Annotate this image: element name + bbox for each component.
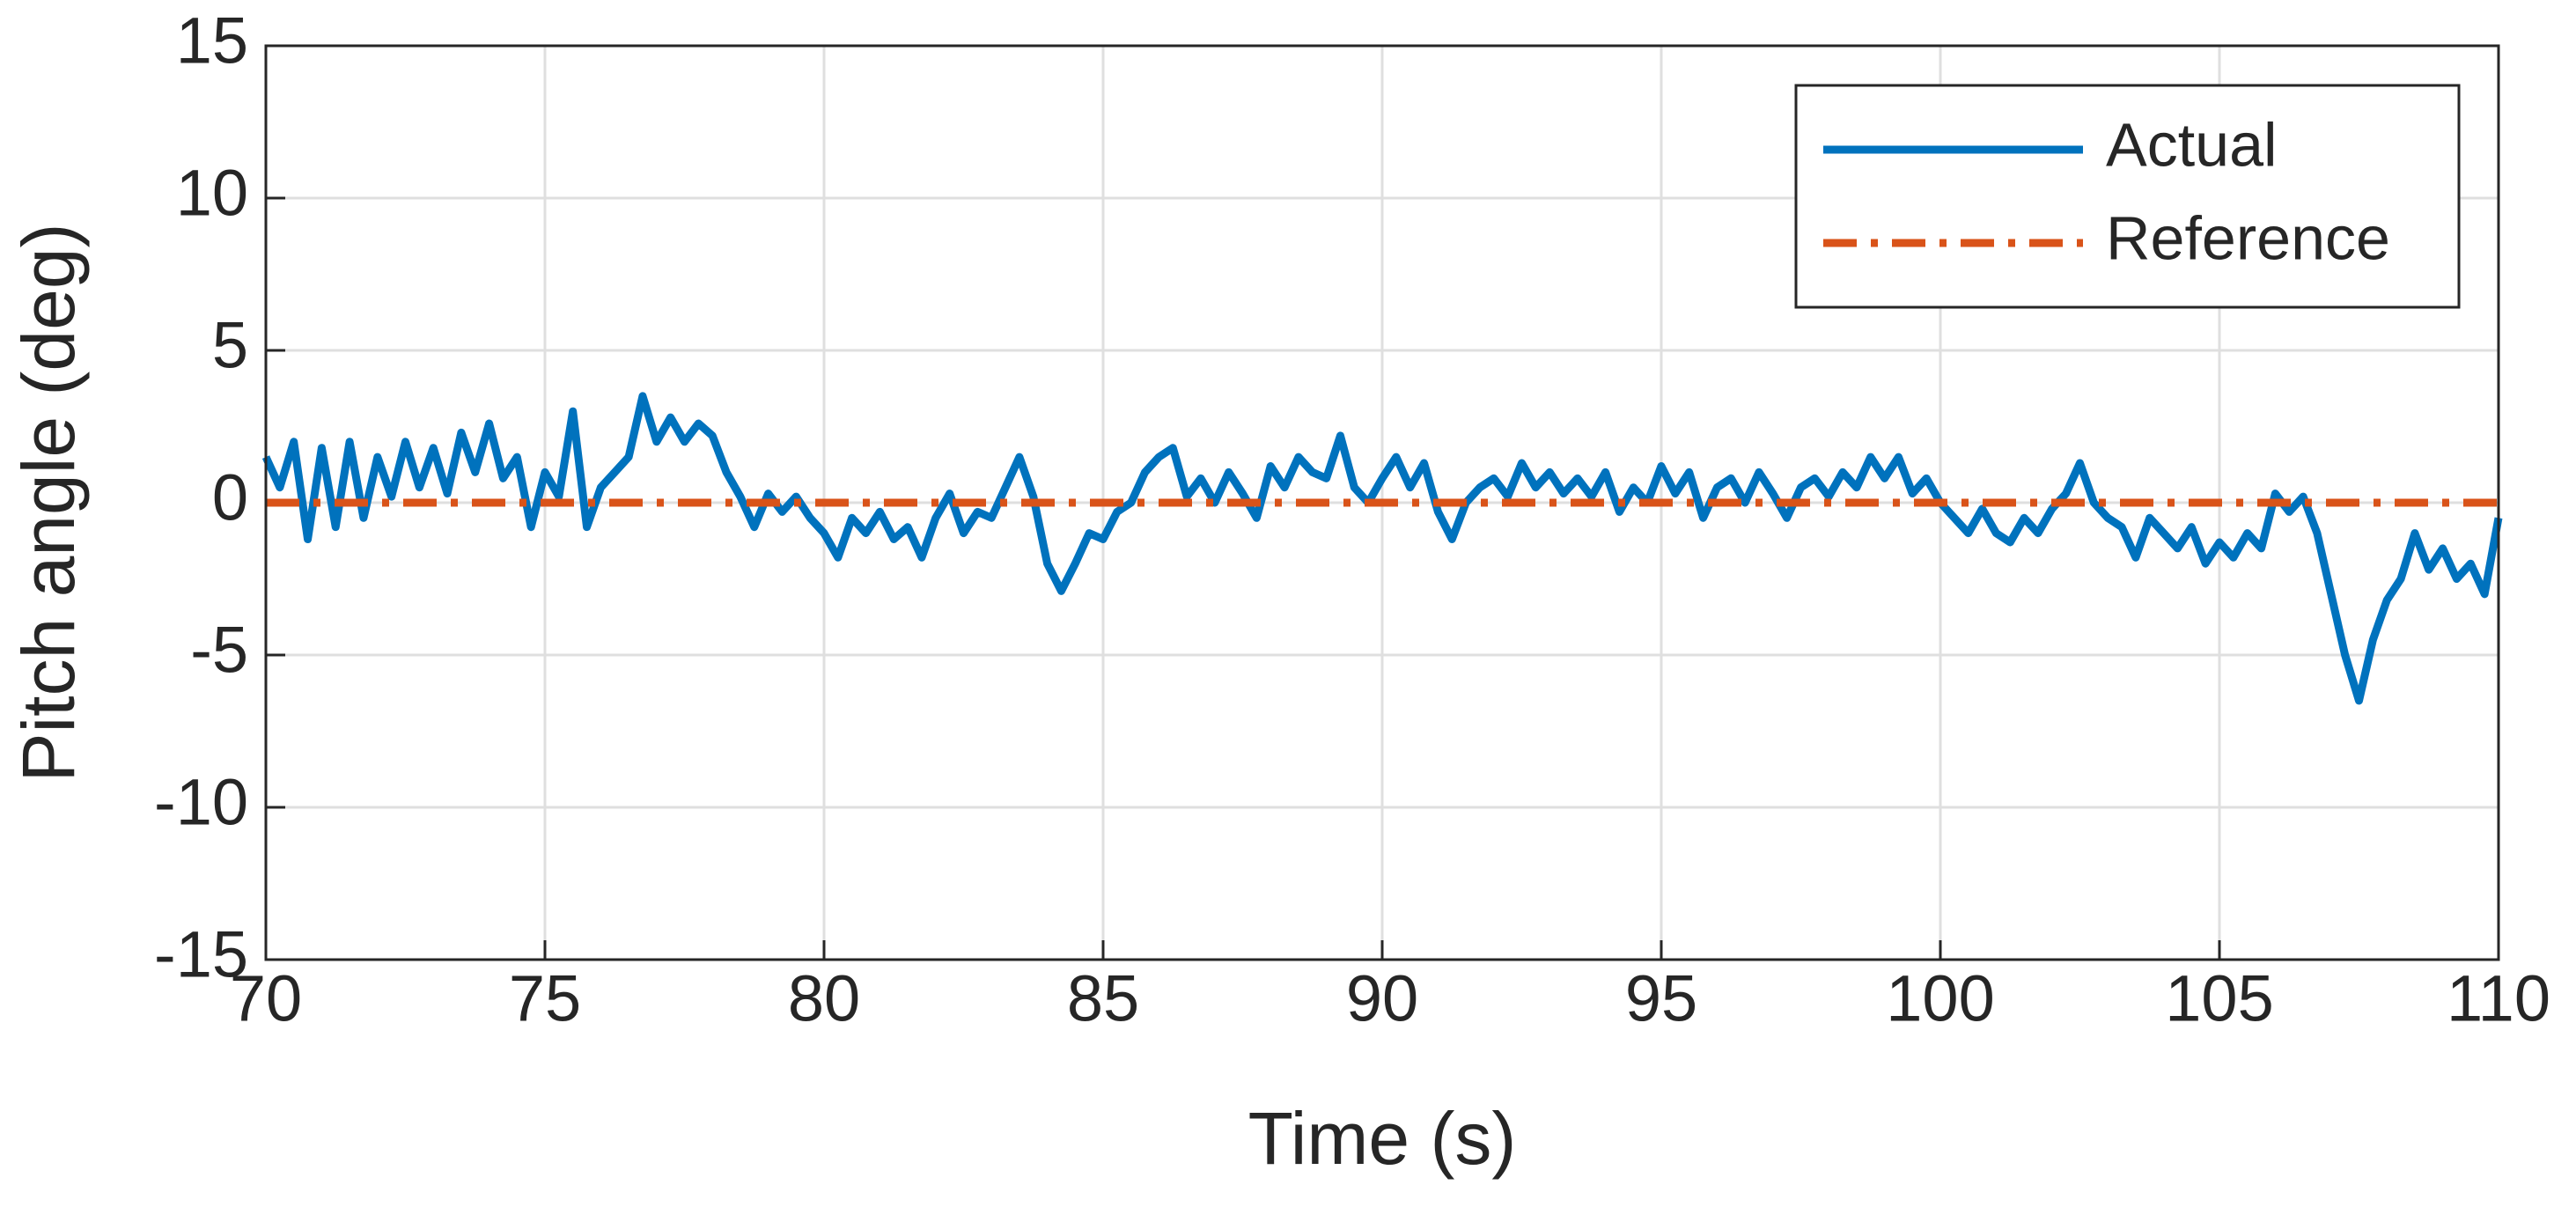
x-tick-label: 70 bbox=[230, 962, 302, 1035]
legend-label: Actual bbox=[2106, 110, 2278, 179]
y-axis-label: Pitch angle (deg) bbox=[7, 223, 90, 782]
x-tick-label: 100 bbox=[1886, 962, 1994, 1035]
x-tick-label: 95 bbox=[1625, 962, 1697, 1035]
line-series bbox=[261, 392, 2503, 705]
y-tick-label: 10 bbox=[176, 157, 248, 230]
x-axis-label: Time (s) bbox=[1248, 1097, 1517, 1180]
x-tick-label: 110 bbox=[2447, 962, 2550, 1035]
axes-box bbox=[264, 44, 2500, 961]
y-tick-label: 15 bbox=[176, 4, 248, 77]
y-tick-label: -5 bbox=[190, 614, 248, 687]
x-tick-label: 105 bbox=[2165, 962, 2273, 1035]
x-tick-label: 75 bbox=[509, 962, 581, 1035]
y-tick-label: 5 bbox=[212, 309, 248, 382]
legend-box bbox=[1794, 84, 2461, 309]
legend-label: Reference bbox=[2106, 203, 2390, 272]
x-tick-label: 90 bbox=[1346, 962, 1418, 1035]
y-tick-label: 0 bbox=[212, 461, 248, 534]
x-tick-label: 85 bbox=[1067, 962, 1139, 1035]
y-tick-label: -10 bbox=[154, 766, 248, 839]
x-tick-label: 80 bbox=[788, 962, 860, 1035]
y-tick-label: -15 bbox=[154, 918, 248, 991]
